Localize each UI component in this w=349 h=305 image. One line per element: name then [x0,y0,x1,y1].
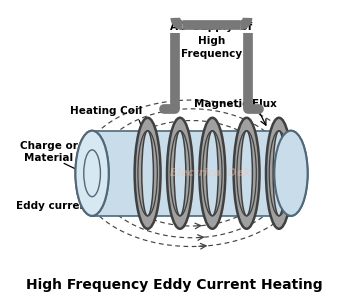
Ellipse shape [199,118,225,229]
Ellipse shape [75,131,109,216]
Ellipse shape [174,131,186,216]
Ellipse shape [241,131,252,216]
Polygon shape [92,131,291,216]
Text: High Frequency Eddy Current Heating: High Frequency Eddy Current Heating [26,278,323,292]
Text: Charge or
Material: Charge or Material [20,141,77,163]
Ellipse shape [135,118,161,229]
Text: Heating Coil: Heating Coil [70,106,142,116]
Ellipse shape [233,118,260,229]
Text: Electrica  Dek: Electrica Dek [170,168,250,178]
Ellipse shape [273,131,285,216]
Text: Eddy current: Eddy current [16,201,92,211]
Ellipse shape [207,131,218,216]
Ellipse shape [274,131,307,216]
Ellipse shape [167,118,193,229]
Text: Magnetic Flux: Magnetic Flux [194,99,277,109]
Ellipse shape [75,131,109,216]
Ellipse shape [274,131,307,216]
Text: AC  Supply  of
High
Frequency: AC Supply of High Frequency [170,23,253,59]
Ellipse shape [142,131,154,216]
Ellipse shape [266,118,292,229]
